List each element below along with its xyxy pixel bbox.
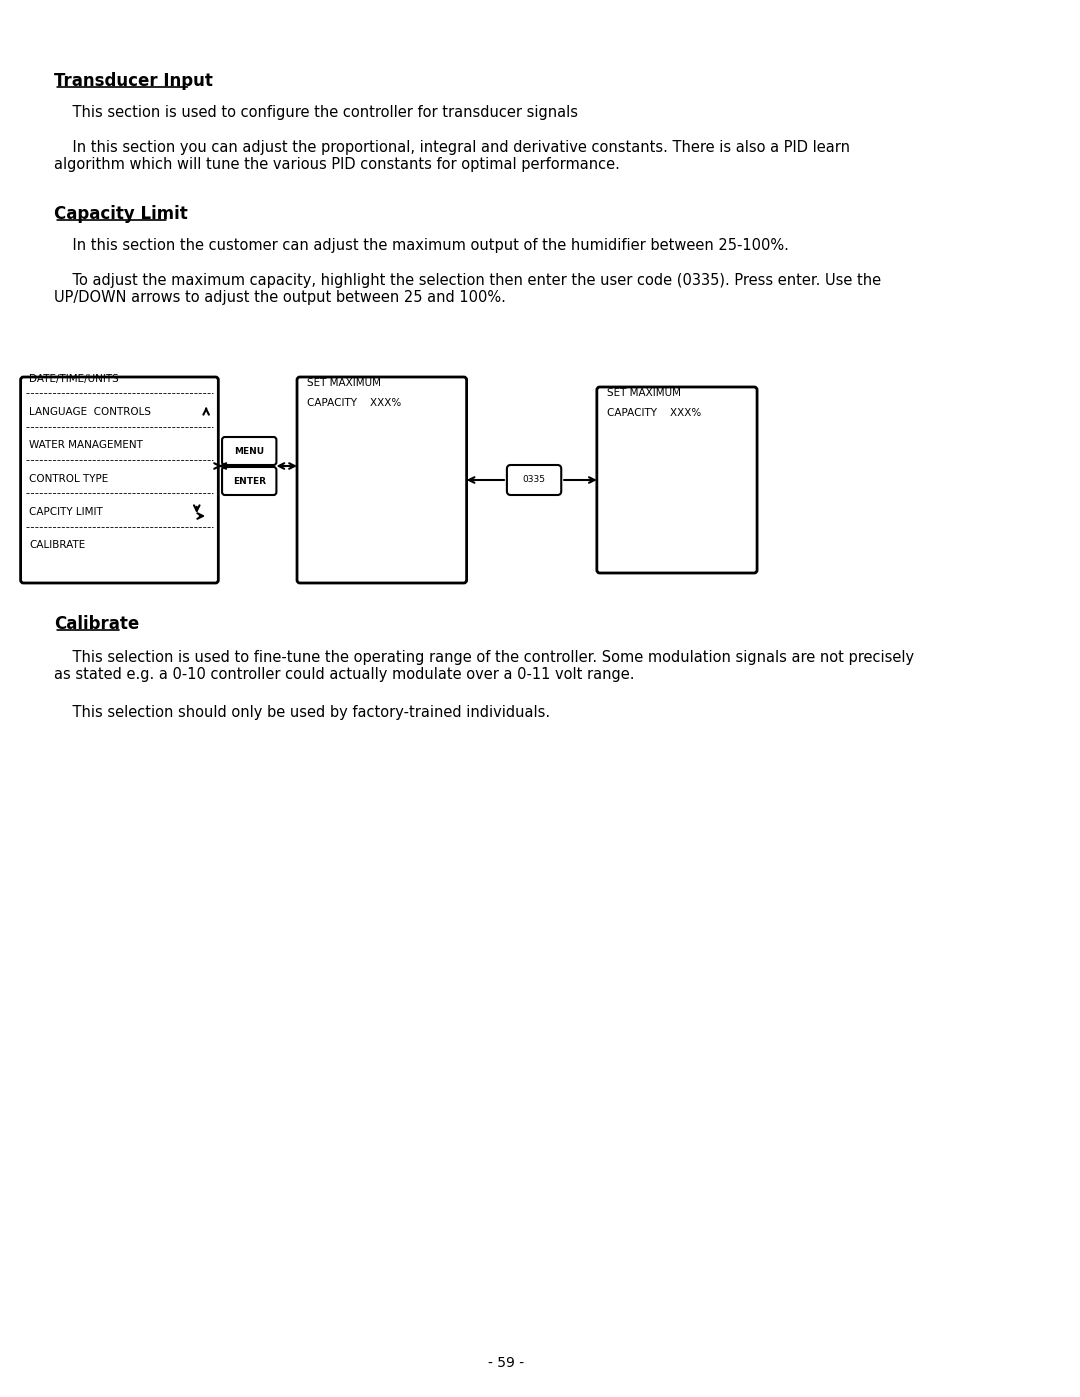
- Text: 0335: 0335: [523, 475, 545, 485]
- Text: ENTER: ENTER: [232, 476, 266, 486]
- FancyBboxPatch shape: [222, 467, 276, 495]
- Text: Transducer Input: Transducer Input: [54, 73, 213, 89]
- Text: WATER MANAGEMENT: WATER MANAGEMENT: [29, 440, 143, 450]
- Text: This section is used to configure the controller for transducer signals: This section is used to configure the co…: [54, 105, 579, 120]
- Text: This selection is used to fine-tune the operating range of the controller. Some : This selection is used to fine-tune the …: [54, 650, 915, 682]
- FancyBboxPatch shape: [507, 465, 562, 495]
- Text: MENU: MENU: [234, 447, 265, 455]
- Text: To adjust the maximum capacity, highlight the selection then enter the user code: To adjust the maximum capacity, highligh…: [54, 272, 881, 306]
- Text: CONTROL TYPE: CONTROL TYPE: [29, 474, 108, 483]
- Text: CALIBRATE: CALIBRATE: [29, 541, 85, 550]
- Text: In this section the customer can adjust the maximum output of the humidifier bet: In this section the customer can adjust …: [54, 237, 789, 253]
- Text: This selection should only be used by factory-trained individuals.: This selection should only be used by fa…: [54, 705, 551, 719]
- Text: SET MAXIMUM: SET MAXIMUM: [607, 388, 681, 398]
- Text: SET MAXIMUM: SET MAXIMUM: [308, 379, 381, 388]
- Text: - 59 -: - 59 -: [488, 1356, 524, 1370]
- Text: CAPCITY LIMIT: CAPCITY LIMIT: [29, 507, 103, 517]
- Text: Capacity Limit: Capacity Limit: [54, 205, 188, 224]
- Text: CAPACITY    XXX%: CAPACITY XXX%: [607, 408, 701, 418]
- Text: In this section you can adjust the proportional, integral and derivative constan: In this section you can adjust the propo…: [54, 140, 850, 172]
- FancyBboxPatch shape: [597, 387, 757, 573]
- FancyBboxPatch shape: [297, 377, 467, 583]
- FancyBboxPatch shape: [222, 437, 276, 465]
- Text: LANGUAGE  CONTROLS: LANGUAGE CONTROLS: [29, 407, 151, 416]
- Text: DATE/TIME/UNITS: DATE/TIME/UNITS: [29, 373, 119, 384]
- FancyBboxPatch shape: [21, 377, 218, 583]
- Text: CAPACITY    XXX%: CAPACITY XXX%: [308, 398, 402, 408]
- Text: Calibrate: Calibrate: [54, 615, 139, 633]
